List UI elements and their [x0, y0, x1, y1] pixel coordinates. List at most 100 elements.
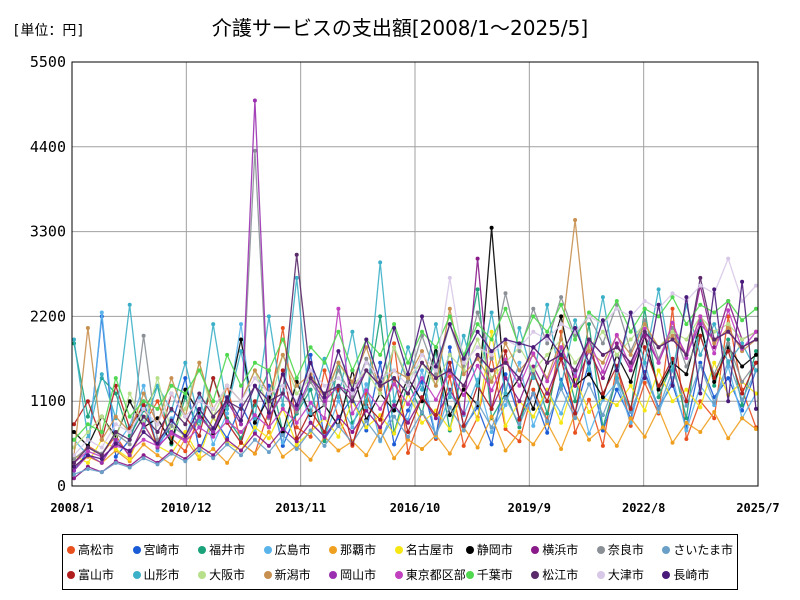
data-point [517, 425, 522, 430]
data-point [294, 439, 299, 444]
legend-marker [329, 545, 338, 554]
data-point [740, 416, 745, 421]
data-point [392, 322, 397, 327]
data-point [113, 430, 118, 434]
data-point [127, 437, 132, 442]
data-point [322, 443, 327, 448]
data-point [350, 399, 355, 404]
data-point [587, 372, 591, 377]
data-point [559, 302, 564, 307]
data-point [642, 345, 647, 350]
data-point [628, 337, 633, 342]
data-point [127, 465, 132, 470]
data-point [587, 437, 591, 442]
data-point [294, 410, 299, 414]
data-point [364, 337, 369, 342]
data-point [503, 360, 508, 365]
data-point [712, 400, 717, 405]
data-point [308, 457, 313, 462]
data-point [420, 329, 424, 334]
data-point [378, 406, 383, 411]
data-point [127, 453, 132, 458]
data-point [99, 470, 104, 475]
data-point [141, 414, 146, 419]
data-point [155, 422, 160, 427]
legend-item: 長崎市 [662, 562, 733, 587]
data-point [573, 360, 578, 365]
data-point [280, 383, 285, 388]
data-point [545, 399, 550, 404]
data-point [239, 440, 243, 445]
data-point [308, 434, 313, 439]
data-point [559, 322, 564, 327]
data-point [169, 451, 174, 456]
data-point [420, 368, 424, 373]
data-point [433, 413, 438, 418]
data-point [392, 408, 397, 413]
data-point [183, 459, 188, 464]
data-point [127, 399, 132, 404]
data-point [656, 395, 661, 400]
data-point [433, 416, 438, 421]
legend-marker [465, 545, 474, 554]
data-point [280, 443, 285, 448]
data-point [740, 379, 745, 384]
data-point [684, 399, 689, 404]
legend-label: 大阪市 [209, 568, 246, 582]
data-point [141, 399, 146, 404]
data-point [642, 329, 647, 334]
data-point [545, 419, 550, 424]
data-point [740, 279, 745, 284]
data-point [197, 433, 202, 438]
data-point [475, 329, 480, 334]
legend-label: 山形市 [143, 568, 180, 582]
data-point [503, 349, 508, 354]
data-point [336, 414, 341, 419]
data-point [754, 360, 758, 365]
series-line [73, 308, 757, 464]
data-point [72, 472, 76, 477]
data-point [517, 383, 522, 388]
data-point [378, 428, 383, 433]
legend-marker [132, 570, 141, 579]
data-point [684, 337, 689, 342]
data-point [447, 352, 452, 357]
data-point [420, 447, 424, 451]
data-point [211, 322, 216, 327]
data-point [183, 439, 188, 444]
data-point [252, 376, 257, 381]
data-point [252, 368, 257, 373]
data-point [211, 453, 216, 458]
data-point [740, 391, 745, 396]
data-point [628, 420, 633, 425]
data-point [308, 387, 313, 392]
data-point [72, 437, 76, 442]
data-point [392, 345, 397, 350]
legend-item: 宮崎市 [132, 537, 199, 562]
data-point [503, 396, 508, 401]
data-point [169, 376, 174, 381]
data-point [461, 411, 466, 416]
data-point [239, 453, 243, 458]
data-point [252, 399, 257, 404]
data-point [447, 322, 452, 327]
data-point [600, 391, 605, 396]
data-point [127, 391, 132, 396]
data-point [183, 414, 188, 419]
data-point [461, 428, 466, 433]
y-tick-label: 4400 [30, 138, 66, 156]
data-point [670, 440, 675, 445]
series-line [73, 407, 757, 468]
data-point [698, 363, 703, 368]
data-point [433, 345, 438, 350]
data-point [239, 337, 243, 342]
series-layer [72, 98, 758, 481]
data-point [712, 360, 717, 365]
data-point [489, 430, 494, 434]
data-point [698, 333, 703, 338]
data-point [225, 406, 230, 411]
data-point [127, 449, 132, 454]
y-tick-label: 2200 [30, 307, 66, 325]
data-point [489, 352, 494, 357]
data-point [280, 352, 285, 357]
